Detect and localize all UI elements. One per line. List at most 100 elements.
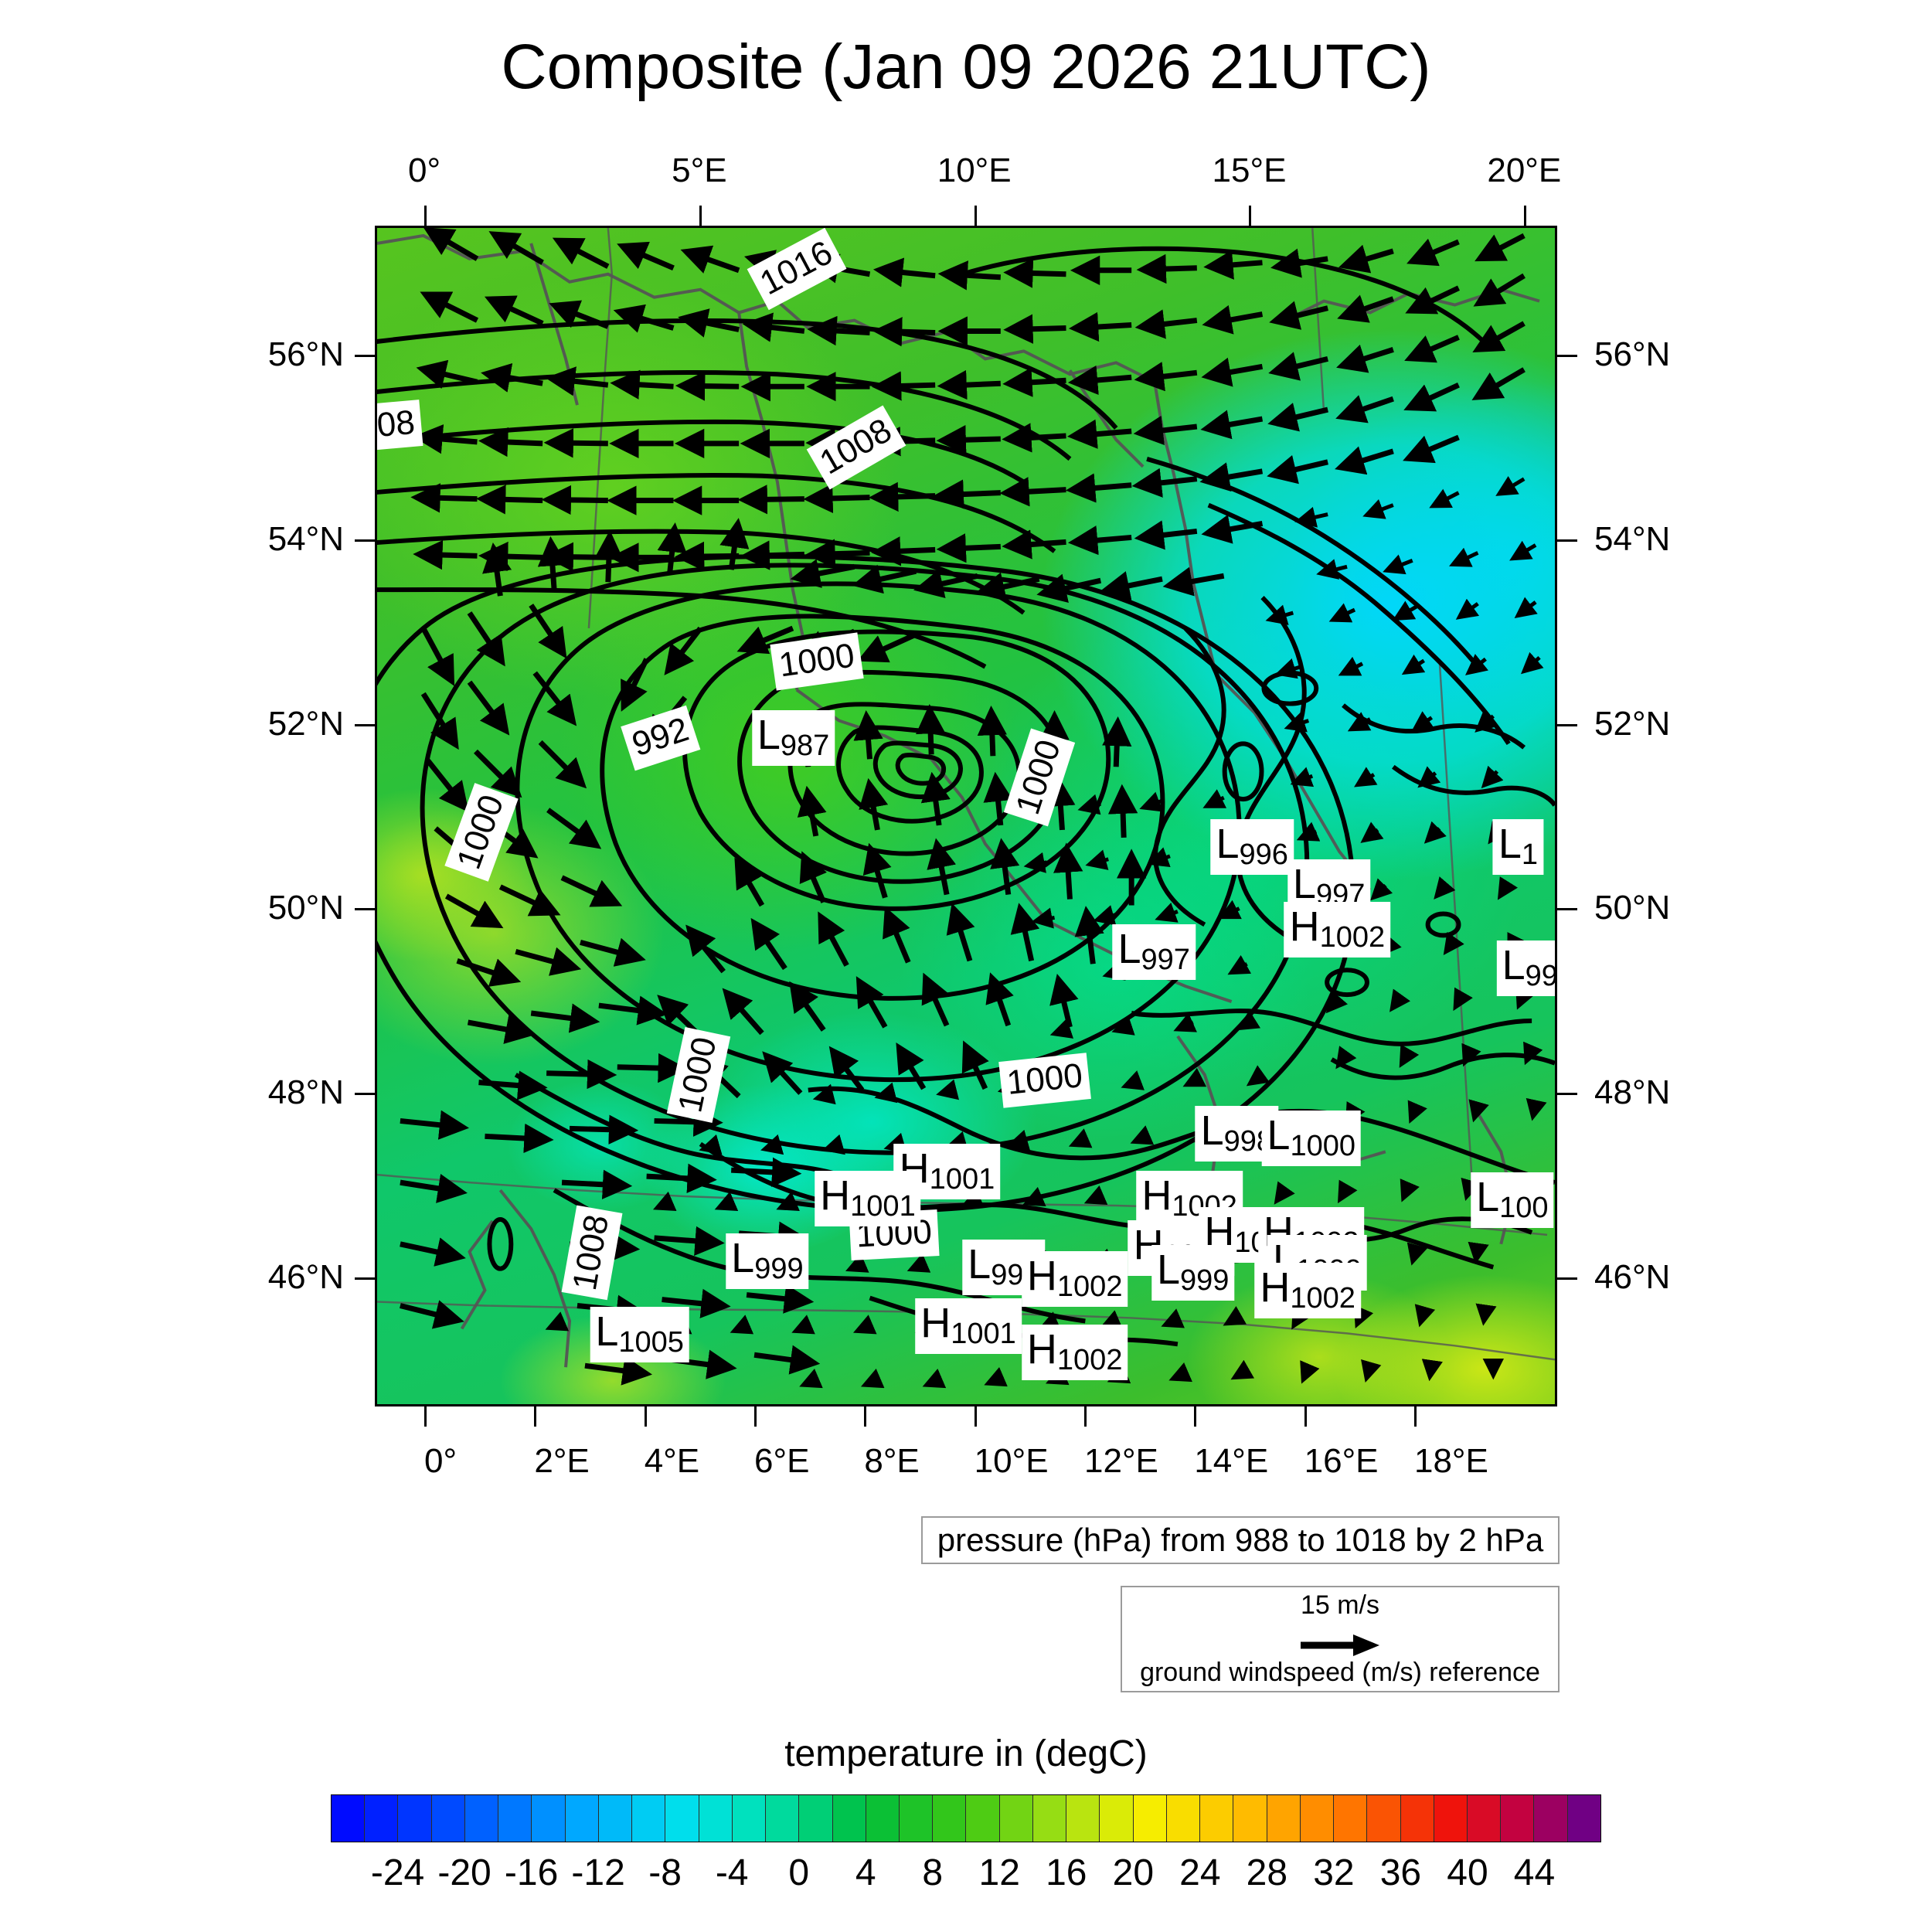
colorbar-tick-label: 28	[1246, 1852, 1288, 1893]
colorbar-segment	[1233, 1795, 1267, 1842]
axis-tick	[424, 1406, 427, 1427]
colorbar-segment	[1133, 1795, 1167, 1842]
pressure-center-value: 1000	[1290, 1130, 1355, 1163]
map-canvas[interactable]: 1016 1008 1008 1000 992 1000 1000 1000 1000 1000 1…	[375, 226, 1557, 1406]
axis-label-bottom: 12°E	[1084, 1442, 1158, 1480]
pressure-center-type: H	[1260, 1264, 1291, 1311]
pressure-center-low: L987	[751, 710, 835, 767]
colorbar-segment	[1200, 1795, 1234, 1842]
isobar-label: 1000	[998, 1053, 1092, 1108]
pressure-center-type: L	[1216, 820, 1240, 867]
colorbar-segment	[598, 1795, 633, 1842]
pressure-center-type: L	[968, 1240, 992, 1287]
colorbar-segment	[498, 1795, 532, 1842]
axis-tick	[424, 206, 427, 226]
axis-tick	[1557, 539, 1577, 542]
colorbar-segment	[766, 1795, 800, 1842]
colorbar-segment	[365, 1795, 399, 1842]
axis-label-left: 52°N	[267, 704, 344, 743]
axis-tick	[1524, 206, 1527, 226]
axis-label-right: 56°N	[1594, 335, 1671, 374]
axis-label-right: 50°N	[1594, 889, 1671, 927]
colorbar-tick-label: 24	[1179, 1852, 1221, 1893]
axis-tick	[974, 206, 977, 226]
wind-vector-layer	[400, 228, 1547, 1389]
axis-label-right: 48°N	[1594, 1073, 1671, 1112]
pressure-center-low: L998	[1195, 1105, 1279, 1162]
colorbar-segment	[665, 1795, 699, 1842]
colorbar-tick-label: 0	[788, 1852, 810, 1893]
colorbar-segment	[632, 1795, 666, 1842]
pressure-center-low: L99	[1496, 940, 1555, 997]
colorbar-tick-label: 44	[1513, 1852, 1556, 1893]
pressure-center-value: 1001	[850, 1190, 916, 1223]
colorbar-tick-label: -20	[437, 1852, 492, 1893]
pressure-center-type: H	[1289, 903, 1320, 950]
axis-label-bottom: 18°E	[1413, 1442, 1488, 1480]
pressure-center-value: 999	[1180, 1264, 1230, 1298]
pressure-center-value: 997	[1141, 943, 1190, 976]
colorbar-segment	[1267, 1795, 1301, 1842]
wind-reference-arrow-icon	[1298, 1632, 1383, 1662]
colorbar-segment	[1300, 1795, 1335, 1842]
colorbar-segment	[866, 1795, 900, 1842]
colorbar-tick-label: 8	[922, 1852, 944, 1893]
colorbar-segment	[332, 1795, 366, 1842]
axis-label-top: 20°E	[1487, 151, 1562, 189]
map-panel[interactable]: 1016 1008 1008 1000 992 1000 1000 1000 1000 1000 1…	[355, 206, 1577, 1427]
axis-tick	[1249, 206, 1252, 226]
axis-tick	[1194, 1406, 1197, 1427]
pressure-center-type: H	[1026, 1325, 1057, 1372]
pressure-center-high: H1002	[1284, 901, 1391, 957]
pressure-center-value: 1001	[951, 1318, 1016, 1351]
colorbar-segment	[532, 1795, 566, 1842]
colorbar-segment	[1467, 1795, 1502, 1842]
pressure-center-value: 999	[754, 1253, 804, 1285]
pressure-center-value: 100	[1499, 1191, 1549, 1224]
pressure-center-type: L	[1476, 1173, 1500, 1220]
axis-tick	[1557, 1277, 1577, 1280]
colorbar-segment	[799, 1795, 833, 1842]
pressure-legend: pressure (hPa) from 988 to 1018 by 2 hPa	[921, 1516, 1560, 1564]
axis-tick	[864, 1406, 867, 1427]
colorbar-segment	[1367, 1795, 1401, 1842]
pressure-center-low: L999	[726, 1233, 809, 1289]
wind-speed-label: 15 m/s	[1300, 1590, 1380, 1620]
pressure-center-low: L1005	[590, 1306, 689, 1362]
colorbar-segment	[565, 1795, 599, 1842]
pressure-center-value: 1001	[929, 1162, 995, 1196]
colorbar-tick-label: -12	[571, 1852, 625, 1893]
colorbar-segment	[1166, 1795, 1201, 1842]
colorbar-segment	[899, 1795, 934, 1842]
pressure-center-value: 1002	[1056, 1270, 1123, 1303]
axis-label-bottom: 8°E	[864, 1442, 920, 1480]
colorbar-segment	[699, 1795, 733, 1842]
axis-label-left: 56°N	[267, 335, 344, 374]
page-title: Composite (Jan 09 2026 21UTC)	[501, 32, 1431, 102]
axis-tick	[355, 1093, 375, 1096]
isobar-label: 1008	[377, 399, 423, 454]
pressure-center-type: L	[595, 1308, 619, 1355]
colorbar-segment	[1100, 1795, 1134, 1842]
axis-label-right: 52°N	[1594, 704, 1671, 743]
pressure-center-value: 1002	[1290, 1282, 1355, 1315]
colorbar-tick-label: 32	[1313, 1852, 1355, 1893]
pressure-center-type: L	[1117, 925, 1141, 972]
axis-label-top: 0°	[407, 151, 441, 189]
colorbar-title: temperature in (degC)	[784, 1733, 1148, 1774]
axis-tick	[534, 1406, 537, 1427]
pressure-center-high: H1002	[1021, 1250, 1128, 1307]
axis-tick	[1557, 1093, 1577, 1096]
axis-label-left: 48°N	[267, 1073, 344, 1112]
colorbar-segment	[464, 1795, 499, 1842]
pressure-legend-text: pressure (hPa) from 988 to 1018 by 2 hPa	[937, 1522, 1544, 1558]
colorbar-segment	[1501, 1795, 1535, 1842]
colorbar-segment	[1032, 1795, 1067, 1842]
pressure-center-value: 1002	[1319, 920, 1386, 954]
pressure-center-type: H	[1026, 1252, 1057, 1299]
axis-label-bottom: 6°E	[754, 1442, 810, 1480]
colorbar-segment	[933, 1795, 967, 1842]
temperature-colorbar	[331, 1794, 1601, 1842]
pressure-center-high: H1002	[1021, 1324, 1128, 1380]
axis-tick	[1084, 1406, 1087, 1427]
